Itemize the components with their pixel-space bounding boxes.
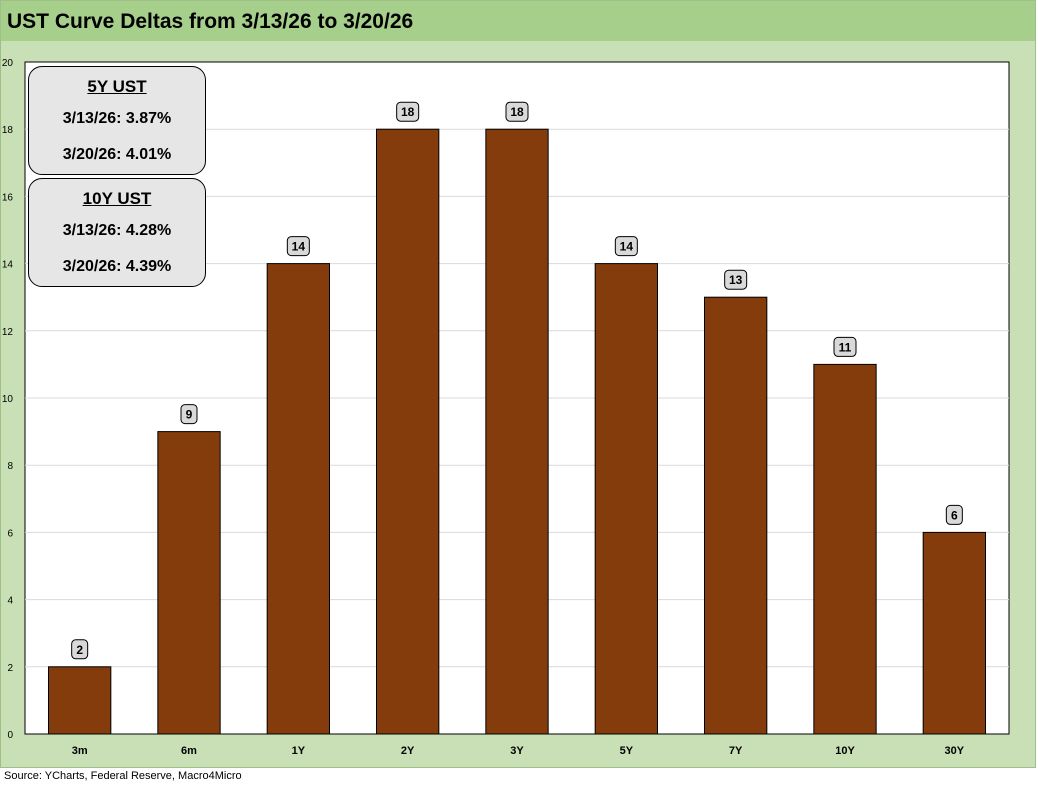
data-label: 2 <box>76 643 83 657</box>
data-label-box <box>614 236 638 257</box>
bar-30Y <box>922 531 986 735</box>
data-label: 11 <box>839 340 852 354</box>
x-tick-label: 5Y <box>620 745 634 757</box>
data-label: 13 <box>729 273 743 287</box>
data-label-box <box>396 101 420 122</box>
data-label-box <box>71 639 89 660</box>
bar-3m <box>48 666 112 735</box>
y-tick-label: 12 <box>2 327 14 338</box>
info-box-10y: 10Y UST 3/13/26: 4.28% 3/20/26: 4.39% <box>28 178 206 287</box>
x-tick-label: 2Y <box>401 745 415 757</box>
y-tick-label: 10 <box>2 394 14 405</box>
y-tick-label: 8 <box>7 461 13 472</box>
info-box-5y-line-2: 3/20/26: 4.01% <box>62 146 172 163</box>
y-tick-label: 2 <box>7 663 13 674</box>
x-tick-label: 3Y <box>510 745 524 757</box>
data-label-box <box>286 236 310 257</box>
info-box-10y-line-2: 3/20/26: 4.39% <box>62 258 172 275</box>
data-label: 14 <box>620 240 634 254</box>
bar-5Y <box>594 263 658 735</box>
info-box-5y-line-1: 3/13/26: 3.87% <box>62 110 172 127</box>
x-tick-label: 10Y <box>835 745 855 757</box>
title-bar: UST Curve Deltas from 3/13/26 to 3/20/26 <box>1 1 1035 41</box>
bar-3Y <box>485 128 549 735</box>
y-tick-label: 0 <box>7 730 13 741</box>
data-label-box <box>180 404 198 425</box>
data-label-box <box>724 269 748 290</box>
y-tick-label: 14 <box>2 260 14 271</box>
bar-2Y <box>376 128 440 735</box>
info-box-10y-title: 10Y UST <box>82 189 152 208</box>
source-note: Source: YCharts, Federal Reserve, Macro4… <box>4 770 242 782</box>
x-tick-label: 1Y <box>292 745 306 757</box>
x-tick-label: 6m <box>181 745 197 757</box>
bar-7Y <box>704 296 768 735</box>
info-box-10y-line-1: 3/13/26: 4.28% <box>62 222 172 239</box>
y-tick-label: 20 <box>2 58 14 69</box>
data-label-box <box>945 504 963 525</box>
y-tick-label: 6 <box>7 528 13 539</box>
info-box-5y-title: 5Y UST <box>87 77 147 96</box>
bar-1Y <box>266 263 330 735</box>
data-label: 6 <box>951 508 958 522</box>
data-label: 18 <box>401 105 415 119</box>
data-label: 14 <box>292 240 306 254</box>
y-tick-label: 16 <box>2 192 14 203</box>
data-label: 9 <box>186 408 193 422</box>
x-tick-label: 7Y <box>729 745 743 757</box>
y-tick-label: 18 <box>2 125 14 136</box>
x-tick-label: 30Y <box>945 745 965 757</box>
bar-6m <box>157 431 221 735</box>
x-tick-label: 3m <box>72 745 88 757</box>
chart-title: UST Curve Deltas from 3/13/26 to 3/20/26 <box>7 10 414 33</box>
data-label-box <box>833 336 857 357</box>
y-tick-label: 4 <box>7 596 13 607</box>
data-label-box <box>505 101 529 122</box>
info-box-5y: 5Y UST 3/13/26: 3.87% 3/20/26: 4.01% <box>28 66 206 175</box>
bar-10Y <box>813 363 877 735</box>
data-label: 18 <box>510 105 524 119</box>
